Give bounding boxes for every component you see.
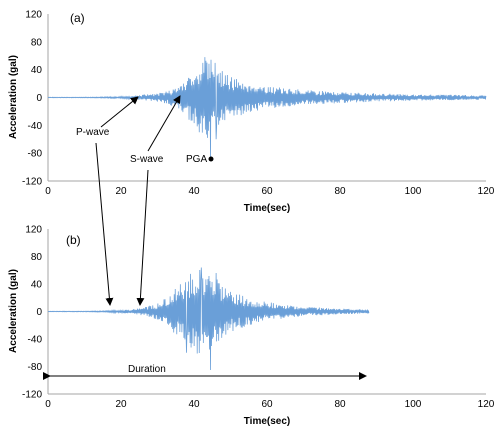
x-tick-label: 120: [478, 399, 495, 410]
panel-b-x-ticks: 0 20 40 60 80 100 120: [45, 399, 495, 410]
panel-b-chart: 120 80 40 0 -40 -80 -120 0 20 40 60 80 100 120 (b) T…: [8, 225, 495, 428]
panel-a-xlabel: Time(sec): [244, 203, 291, 214]
x-tick-label: 20: [115, 399, 127, 410]
x-tick-label: 0: [45, 186, 51, 197]
y-tick-label: -40: [28, 121, 43, 132]
panel-a-chart: 120 80 40 0 -40 -80 -120 0 20 40 60 80 100 120 (a) T…: [8, 10, 495, 215]
panel-b-y-ticks: 120 80 40 0 -40 -80 -120: [22, 225, 42, 401]
p-wave-arrow-a: [100, 96, 139, 128]
panel-a-ylabel: Acceleration (gal): [8, 55, 19, 139]
y-tick-label: 0: [36, 307, 42, 318]
x-tick-label: 80: [334, 399, 346, 410]
p-wave-arrow-b: [95, 142, 114, 306]
x-tick-label: 80: [334, 186, 346, 197]
y-tick-label: 0: [36, 93, 42, 104]
panel-a-x-ticks: 0 20 40 60 80 100 120: [45, 186, 495, 197]
x-tick-label: 100: [405, 399, 422, 410]
y-tick-label: 40: [31, 280, 43, 291]
y-tick-label: -40: [28, 335, 43, 346]
x-tick-label: 60: [261, 186, 273, 197]
x-tick-label: 20: [115, 186, 127, 197]
y-tick-label: -80: [28, 149, 43, 160]
s-wave-arrow-a: [147, 95, 181, 152]
y-tick-label: 120: [25, 10, 42, 21]
s-wave-arrow-b: [136, 169, 149, 306]
panel-b-label: (b): [66, 233, 81, 247]
y-tick-label: 80: [31, 252, 43, 263]
s-wave-label: S-wave: [130, 154, 164, 165]
panel-a-y-ticks: 120 80 40 0 -40 -80 -120: [22, 10, 42, 188]
x-tick-label: 100: [405, 186, 422, 197]
p-wave-label: P-wave: [76, 127, 110, 138]
y-tick-label: -120: [22, 177, 42, 188]
y-tick-label: -80: [28, 362, 43, 373]
pga-marker: [208, 156, 214, 162]
x-tick-label: 60: [261, 399, 273, 410]
y-tick-label: -120: [22, 390, 42, 401]
y-tick-label: 120: [25, 225, 42, 236]
x-tick-label: 0: [45, 399, 51, 410]
y-tick-label: 40: [31, 65, 43, 76]
pga-label: PGA: [186, 154, 207, 165]
panel-a-label: (a): [70, 11, 85, 25]
panel-b-ylabel: Acceleration (gal): [8, 269, 19, 353]
panel-a-series-line: [47, 57, 487, 161]
x-tick-label: 40: [188, 186, 200, 197]
duration-label: Duration: [128, 364, 166, 375]
x-tick-label: 120: [478, 186, 495, 197]
y-tick-label: 80: [31, 37, 43, 48]
panel-b-xlabel: Time(sec): [244, 416, 291, 427]
x-tick-label: 40: [188, 399, 200, 410]
panel-b-series-line: [47, 267, 370, 370]
